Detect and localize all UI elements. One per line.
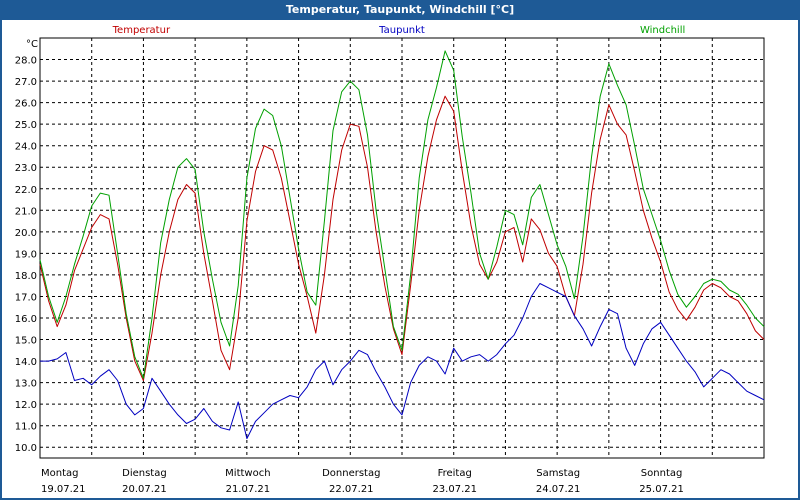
x-tick-day: Sonntag — [641, 468, 683, 479]
x-tick-day: Montag — [41, 468, 78, 479]
y-tick-label: 14.0 — [15, 357, 37, 368]
y-tick-label: 22.0 — [15, 185, 37, 196]
series-line-taupunkt — [40, 283, 765, 440]
y-tick-label: 25.0 — [15, 120, 37, 131]
y-tick-label: 18.0 — [15, 271, 37, 282]
line-chart: 10.0 11.0 12.0 13.0 14.0 15.0 16.0 17.0 18.0 19.0… — [15, 25, 765, 495]
y-tick-label: 19.0 — [15, 249, 37, 260]
x-tick-date: 19.07.21 — [41, 484, 86, 495]
x-tick-date: 22.07.21 — [329, 484, 374, 495]
legend-temperatur: Temperatur — [112, 25, 171, 36]
x-tick-day: Mittwoch — [225, 468, 270, 479]
x-tick-date: 24.07.21 — [536, 484, 581, 495]
y-tick-label: 10.0 — [15, 443, 37, 454]
y-tick-label: 28.0 — [15, 56, 37, 67]
series-group — [39, 50, 765, 440]
legend-taupunkt: Taupunkt — [378, 25, 425, 36]
labels-group: 10.0 11.0 12.0 13.0 14.0 15.0 16.0 17.0 18.0 19.0… — [15, 25, 686, 495]
chart-panel: 10.0 11.0 12.0 13.0 14.0 15.0 16.0 17.0 18.0 19.0… — [2, 20, 798, 498]
y-tick-label: 24.0 — [15, 142, 37, 153]
x-tick-date: 23.07.21 — [432, 484, 477, 495]
x-tick-date: 25.07.21 — [639, 484, 684, 495]
y-axis-unit: °C — [26, 39, 38, 50]
y-tick-label: 23.0 — [15, 163, 37, 174]
x-tick-date: 21.07.21 — [226, 484, 271, 495]
y-tick-label: 13.0 — [15, 379, 37, 390]
series-line-windchill — [39, 50, 765, 379]
y-tick-label: 21.0 — [15, 206, 37, 217]
x-tick-day: Dienstag — [122, 468, 167, 479]
x-tick-day: Samstag — [536, 468, 580, 479]
x-tick-day: Donnerstag — [322, 468, 380, 479]
x-tick-day: Freitag — [438, 468, 472, 479]
y-tick-label: 27.0 — [15, 77, 37, 88]
y-tick-label: 15.0 — [15, 336, 37, 347]
chart-title: Temperatur, Taupunkt, Windchill [°C] — [0, 0, 800, 20]
y-tick-label: 16.0 — [15, 314, 37, 325]
x-tick-date: 20.07.21 — [122, 484, 167, 495]
legend-windchill: Windchill — [640, 25, 685, 36]
y-tick-label: 12.0 — [15, 400, 37, 411]
plot-area-border — [39, 37, 765, 459]
series-line-temperatur — [39, 95, 765, 381]
y-tick-label: 20.0 — [15, 228, 37, 239]
y-tick-label: 11.0 — [15, 422, 37, 433]
y-tick-label: 17.0 — [15, 292, 37, 303]
y-tick-label: 26.0 — [15, 99, 37, 110]
